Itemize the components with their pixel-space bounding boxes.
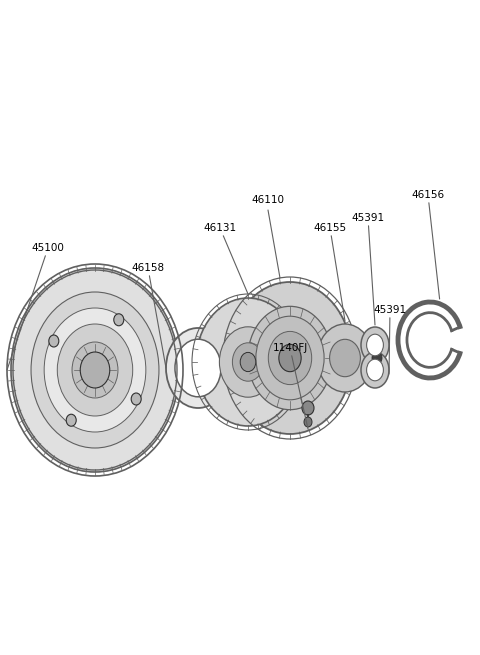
Ellipse shape — [175, 339, 221, 397]
Text: 46131: 46131 — [204, 223, 248, 294]
Ellipse shape — [367, 359, 384, 381]
Text: 45391: 45391 — [351, 213, 384, 325]
Ellipse shape — [268, 331, 312, 384]
Text: 46155: 46155 — [313, 223, 347, 321]
Ellipse shape — [279, 345, 301, 371]
Ellipse shape — [256, 316, 324, 400]
Ellipse shape — [166, 328, 230, 408]
Ellipse shape — [317, 324, 373, 392]
Ellipse shape — [367, 334, 384, 356]
Ellipse shape — [80, 352, 110, 388]
Text: 45391: 45391 — [373, 305, 407, 374]
Ellipse shape — [196, 298, 300, 426]
Ellipse shape — [248, 307, 332, 409]
Ellipse shape — [114, 314, 124, 326]
Ellipse shape — [57, 324, 132, 416]
Text: 46156: 46156 — [411, 190, 444, 299]
Ellipse shape — [11, 268, 179, 472]
Ellipse shape — [361, 327, 389, 363]
Text: 45100: 45100 — [7, 243, 64, 370]
Ellipse shape — [372, 352, 382, 364]
Ellipse shape — [330, 339, 360, 377]
Ellipse shape — [361, 352, 389, 388]
Ellipse shape — [228, 282, 352, 434]
Ellipse shape — [66, 414, 76, 426]
Ellipse shape — [72, 342, 118, 398]
Ellipse shape — [304, 417, 312, 427]
Ellipse shape — [49, 335, 59, 347]
Text: 46158: 46158 — [132, 263, 166, 368]
Text: 46110: 46110 — [252, 195, 285, 205]
Ellipse shape — [44, 308, 146, 432]
Ellipse shape — [131, 393, 141, 405]
Ellipse shape — [302, 401, 314, 415]
Ellipse shape — [240, 352, 256, 371]
Ellipse shape — [232, 343, 264, 381]
Ellipse shape — [219, 327, 276, 397]
Ellipse shape — [31, 292, 159, 448]
Text: 1140FJ: 1140FJ — [272, 343, 308, 429]
